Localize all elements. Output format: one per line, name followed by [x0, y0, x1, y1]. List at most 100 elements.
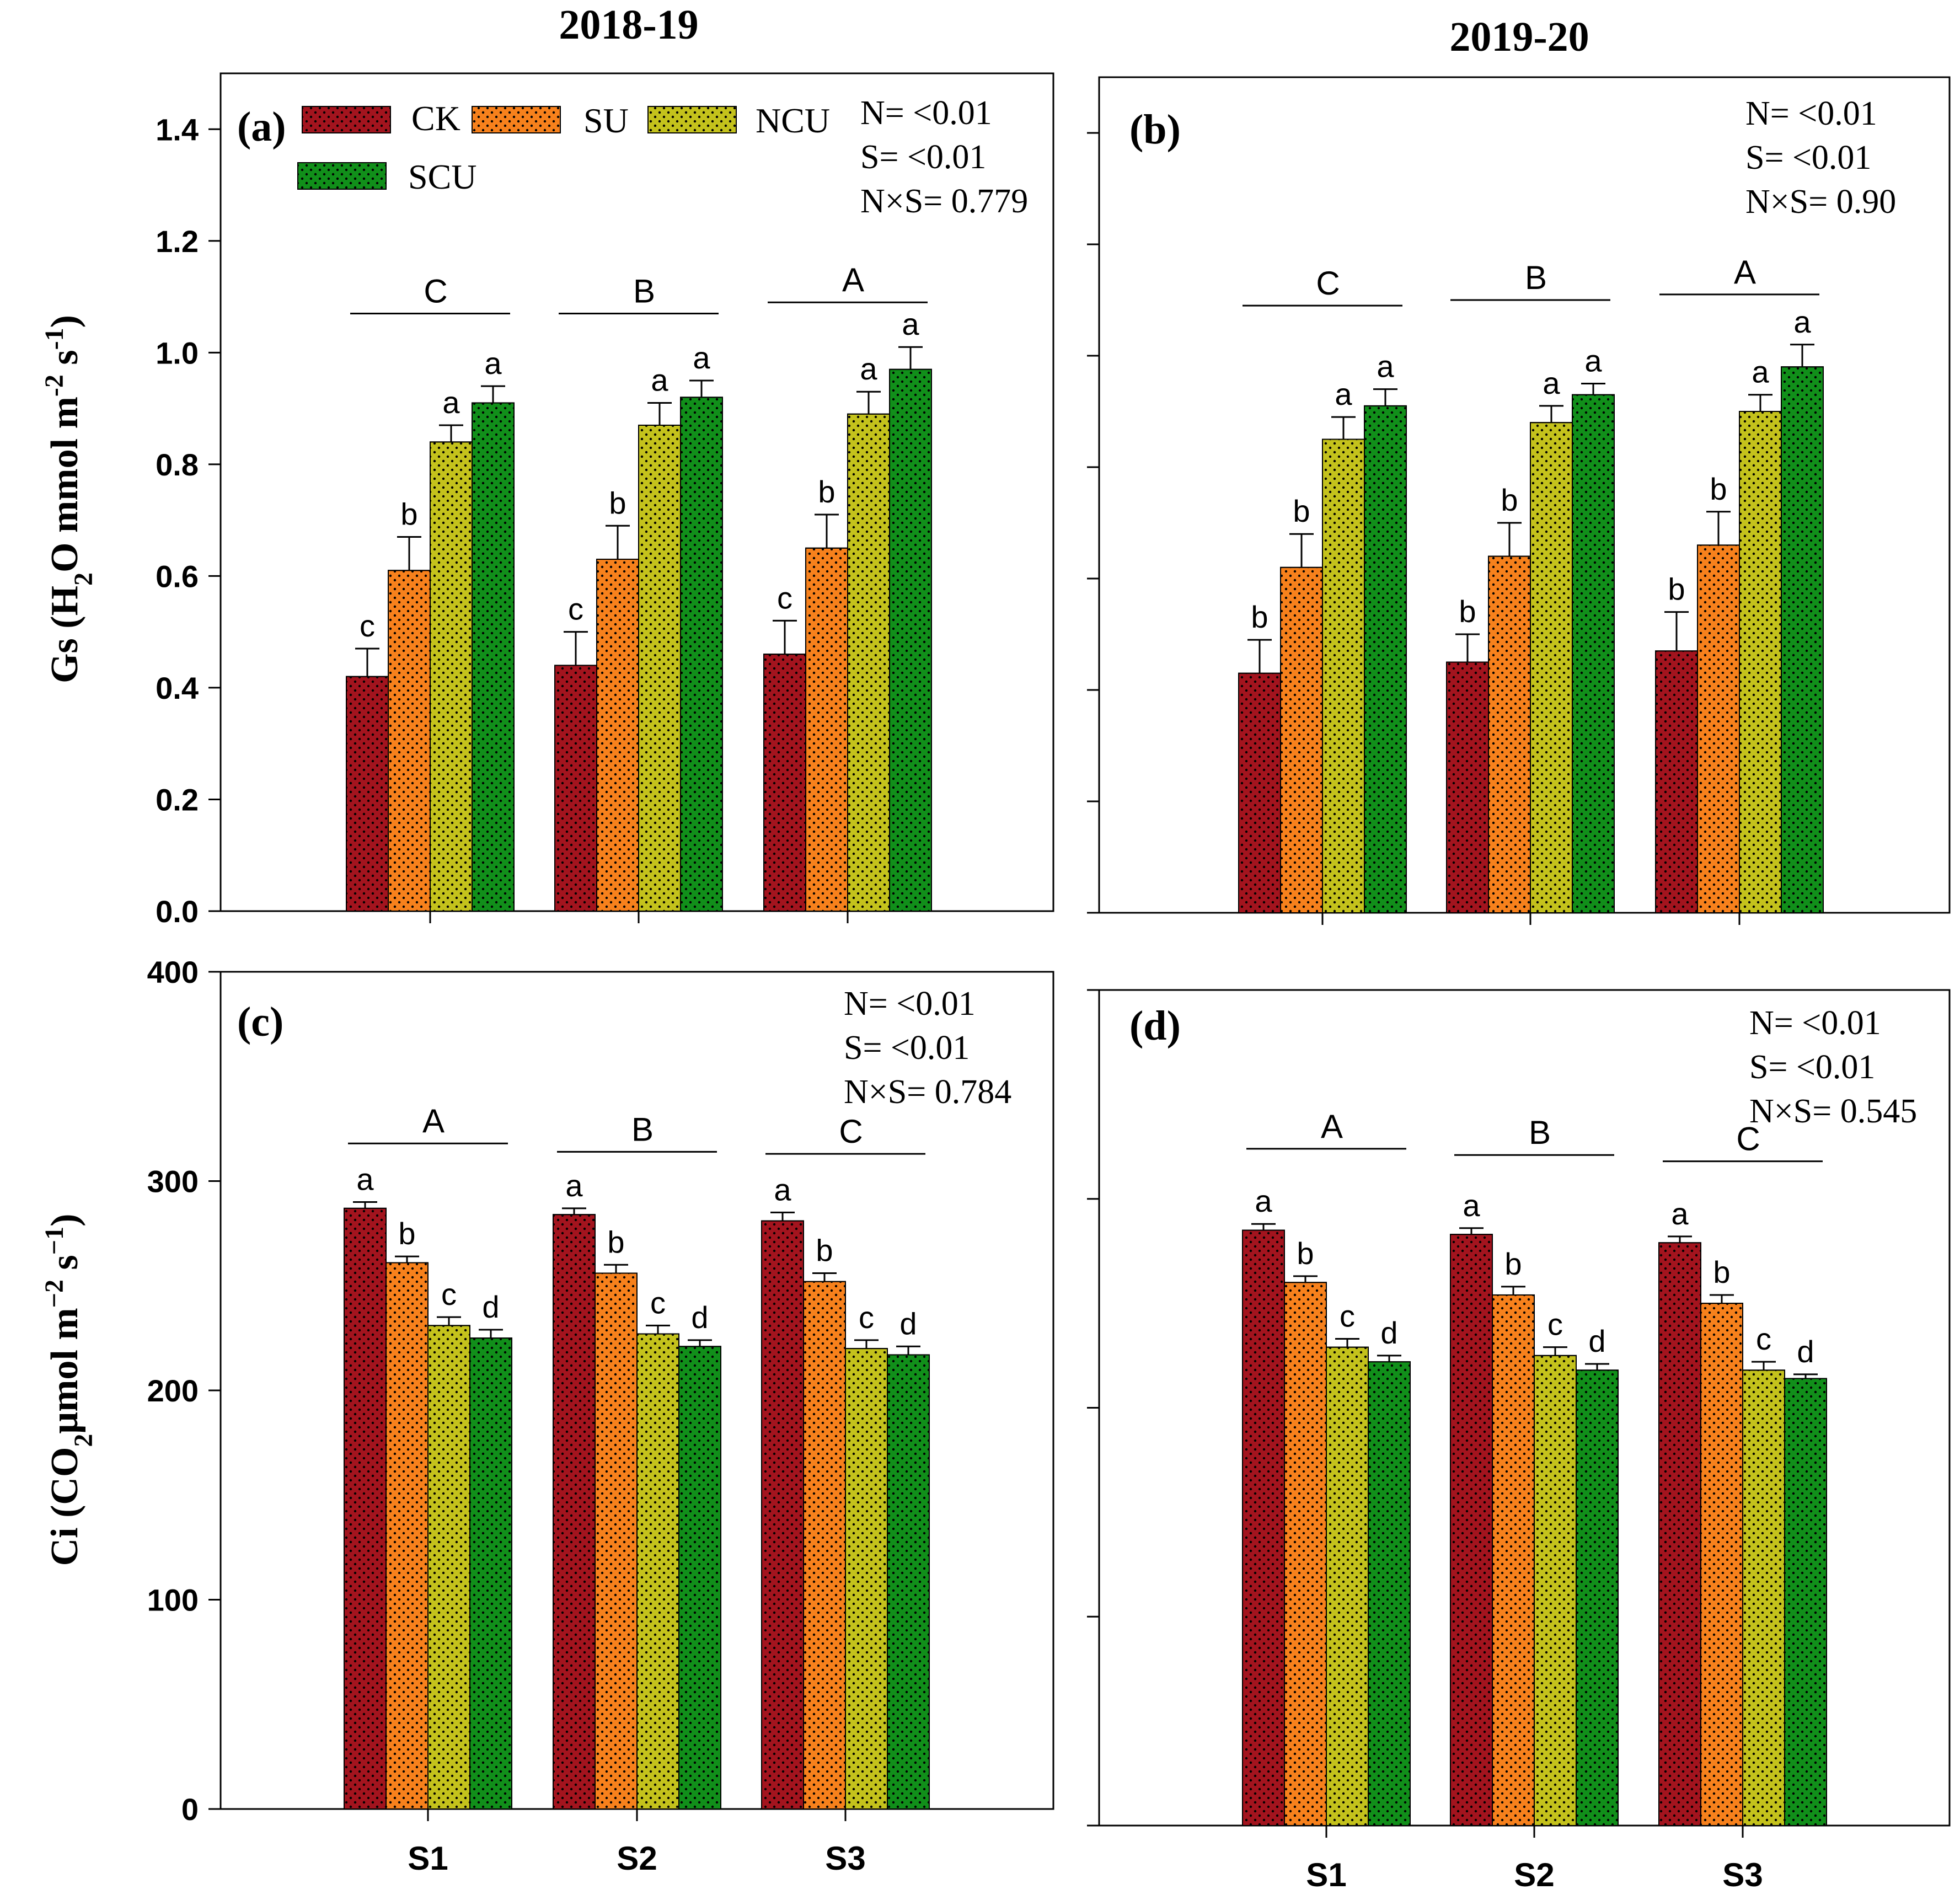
- bar-texture-d: [1784, 1378, 1827, 1827]
- panel-label-c: (c): [237, 999, 283, 1045]
- bar-texture-a: [805, 547, 848, 912]
- y-axis-label-ci: Ci (CO2μmol m−2 s−1): [40, 1214, 98, 1566]
- bar-texture-c: [595, 1272, 638, 1810]
- group-letter-a: C: [424, 272, 447, 309]
- sig-letter-c: a: [774, 1172, 791, 1207]
- sig-letter-a: a: [693, 340, 710, 375]
- y-tick-label-c: 100: [147, 1583, 199, 1618]
- bar-texture-c: [385, 1262, 429, 1810]
- bar-texture-a: [430, 441, 473, 912]
- bar-texture-a: [763, 654, 806, 912]
- y-tick-label-c: 200: [147, 1373, 199, 1408]
- group-letter-b: B: [1525, 259, 1547, 296]
- sig-letter-c: d: [691, 1300, 708, 1335]
- sig-letter-a: b: [400, 497, 417, 532]
- bar-texture-a: [889, 368, 932, 912]
- group-letter-d: C: [1736, 1121, 1760, 1158]
- x-tick-label-c: S3: [825, 1840, 865, 1877]
- bar-texture-a: [472, 402, 515, 912]
- legend-label-su: SU: [583, 101, 629, 140]
- bar-texture-b: [1364, 405, 1407, 913]
- sig-letter-b: a: [1543, 366, 1560, 400]
- bar-texture-c: [678, 1346, 721, 1810]
- sig-letter-d: c: [1340, 1299, 1355, 1334]
- sig-letter-d: b: [1297, 1236, 1314, 1271]
- sig-letter-b: a: [1584, 344, 1602, 378]
- sig-letter-a: b: [609, 485, 626, 520]
- sig-letter-b: b: [1710, 472, 1727, 506]
- bar-texture-c: [845, 1348, 888, 1810]
- sig-letter-b: b: [1501, 483, 1518, 517]
- sig-letter-b: b: [1251, 600, 1268, 634]
- bar-texture-b: [1446, 661, 1489, 913]
- bar-texture-b: [1781, 366, 1824, 913]
- panel-label-a: (a): [237, 104, 286, 150]
- y-tick-label-c: 300: [147, 1164, 199, 1199]
- sig-letter-a: a: [442, 385, 460, 420]
- y-tick-label-a: 1.0: [156, 335, 199, 370]
- group-letter-d: A: [1321, 1108, 1343, 1145]
- group-letter-d: B: [1529, 1114, 1551, 1151]
- panel-a: 0.00.20.40.60.81.01.21.4cbaaCcbaaBcbaaA(…: [156, 72, 1054, 929]
- bar-texture-b: [1739, 411, 1782, 913]
- stats-line-b: N×S= 0.90: [1745, 183, 1896, 221]
- legend: CK SU NCU SCU: [297, 99, 830, 196]
- sig-letter-c: b: [398, 1216, 415, 1251]
- sig-letter-c: a: [356, 1162, 374, 1196]
- y-tick-label-a: 0.0: [156, 894, 199, 929]
- x-tick-label-d: S3: [1722, 1856, 1763, 1893]
- sig-letter-a: c: [360, 608, 375, 643]
- bar-texture-d: [1242, 1229, 1285, 1826]
- sig-letter-d: a: [1671, 1196, 1689, 1231]
- bar-texture-b: [1322, 438, 1365, 913]
- bar-texture-d: [1326, 1346, 1369, 1827]
- sig-letter-d: d: [1380, 1315, 1397, 1350]
- sig-letter-d: d: [1797, 1334, 1814, 1369]
- legend-swatch-ncu-dots: [647, 106, 737, 133]
- bar-texture-c: [427, 1325, 470, 1810]
- bar-texture-a: [346, 676, 389, 912]
- bar-texture-d: [1700, 1303, 1743, 1826]
- legend-swatch-scu-dots: [297, 162, 387, 190]
- sig-letter-c: b: [816, 1233, 833, 1267]
- stats-line-b: S= <0.01: [1745, 139, 1871, 176]
- bar-texture-d: [1742, 1369, 1785, 1826]
- sig-letter-c: c: [859, 1300, 874, 1335]
- bar-texture-a: [388, 570, 431, 912]
- sig-letter-c: b: [607, 1224, 624, 1259]
- bar-texture-a: [554, 665, 597, 912]
- bar-texture-c: [761, 1220, 804, 1810]
- stats-line-c: S= <0.01: [844, 1029, 970, 1067]
- x-tick-label-d: S1: [1306, 1856, 1346, 1893]
- stats-line-b: N= <0.01: [1745, 95, 1877, 132]
- group-letter-c: A: [422, 1102, 445, 1139]
- sig-letter-d: b: [1713, 1255, 1730, 1289]
- bar-texture-b: [1280, 566, 1323, 914]
- bar-texture-b: [1572, 394, 1615, 913]
- stats-line-a: S= <0.01: [860, 138, 986, 176]
- x-tick-label-c: S2: [617, 1840, 657, 1877]
- group-letter-c: B: [631, 1111, 654, 1148]
- sig-letter-a: a: [860, 351, 877, 386]
- sig-letter-b: a: [1377, 349, 1394, 384]
- bar-texture-b: [1488, 555, 1531, 913]
- bar-texture-a: [680, 397, 723, 912]
- sig-letter-a: b: [818, 474, 835, 509]
- bar-texture-b: [1655, 650, 1698, 914]
- bar-texture-c: [553, 1214, 596, 1810]
- sig-letter-d: a: [1255, 1184, 1272, 1218]
- bar-texture-a: [847, 413, 890, 912]
- group-letter-a: A: [842, 261, 864, 298]
- sig-letter-a: a: [484, 346, 502, 381]
- y-tick-label-c: 400: [147, 955, 199, 989]
- sig-letter-d: d: [1588, 1324, 1605, 1358]
- sig-letter-c: a: [565, 1168, 583, 1203]
- sig-letter-d: c: [1756, 1321, 1771, 1356]
- group-letter-c: C: [839, 1113, 863, 1150]
- sig-letter-a: c: [568, 592, 583, 627]
- y-tick-label-c: 0: [181, 1792, 199, 1827]
- sig-letter-b: a: [1335, 377, 1352, 411]
- sig-letter-b: b: [1293, 494, 1310, 528]
